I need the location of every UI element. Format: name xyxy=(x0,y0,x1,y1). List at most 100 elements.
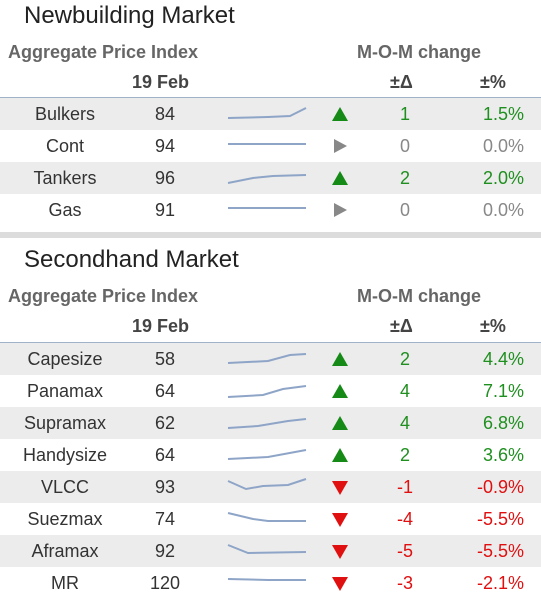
sparkline xyxy=(227,449,307,460)
vessel-name: VLCC xyxy=(40,477,89,497)
delta-value: -5 xyxy=(396,541,413,561)
index-value: 96 xyxy=(154,168,176,188)
table-row: Suezmax 74 -4 -5.5% xyxy=(0,503,541,535)
table-row: Handysize 64 2 3.6% xyxy=(0,439,541,471)
sparkline xyxy=(227,578,306,581)
index-value: 94 xyxy=(154,136,176,156)
row-graphics xyxy=(227,171,348,185)
pct-value: 4.4% xyxy=(482,349,524,369)
delta-value: -1 xyxy=(396,477,413,497)
row-graphics xyxy=(227,416,348,430)
row-graphics xyxy=(227,577,348,591)
vessel-name: MR xyxy=(51,573,79,593)
table-row: Tankers 96 2 2.0% xyxy=(0,162,541,194)
row-graphics xyxy=(227,107,348,121)
sparkline xyxy=(227,512,306,522)
header-rule xyxy=(0,97,541,98)
trend-arrow xyxy=(332,448,348,462)
vessel-name: Cont xyxy=(45,136,85,156)
header-rule xyxy=(0,342,541,343)
section-title: Newbuilding Market xyxy=(24,2,235,29)
trend-arrow xyxy=(332,171,348,185)
column-header: 19 Feb xyxy=(132,72,190,92)
index-value: 74 xyxy=(154,509,176,529)
index-value: 64 xyxy=(154,445,176,465)
sparkline xyxy=(227,174,307,184)
table-row: Supramax 62 4 6.8% xyxy=(0,407,541,439)
vessel-name: Bulkers xyxy=(34,104,96,124)
row-graphics xyxy=(227,384,348,398)
column-header: ±% xyxy=(480,72,506,92)
sparkline xyxy=(227,353,307,364)
trend-arrow xyxy=(332,107,348,121)
vessel-name: Aframax xyxy=(31,541,99,561)
vessel-name: Panamax xyxy=(26,381,104,401)
row-graphics xyxy=(227,478,348,495)
trend-arrow xyxy=(332,384,348,398)
index-value: 91 xyxy=(154,200,176,220)
table-row: Aframax 92 -5 -5.5% xyxy=(0,535,541,567)
index-value: 62 xyxy=(154,413,176,433)
index-value: 64 xyxy=(154,381,176,401)
trend-arrow xyxy=(332,352,348,366)
row-graphics xyxy=(227,512,348,527)
index-value: 92 xyxy=(154,541,176,561)
sparkline xyxy=(227,385,307,398)
trend-arrow xyxy=(332,416,348,430)
column-header: ±% xyxy=(480,316,506,336)
column-header: 19 Feb xyxy=(132,316,190,336)
pct-value: 0.0% xyxy=(482,200,524,220)
vessel-name: Suezmax xyxy=(27,509,103,529)
delta-value: 2 xyxy=(399,445,410,465)
row-graphics xyxy=(227,352,348,366)
index-value: 58 xyxy=(154,349,176,369)
sparkline xyxy=(227,107,307,119)
delta-value: 4 xyxy=(399,413,410,433)
vessel-name: Gas xyxy=(48,200,82,220)
index-value: 93 xyxy=(154,477,176,497)
delta-value: 4 xyxy=(399,381,410,401)
trend-arrow xyxy=(332,513,348,527)
column-header: Aggregate Price Index xyxy=(8,286,199,306)
pct-value: 2.0% xyxy=(482,168,524,188)
section-divider xyxy=(0,232,541,238)
column-header: ±Δ xyxy=(390,72,413,92)
pct-value: -2.1% xyxy=(476,573,524,593)
table-row: Gas 91 0 0.0% xyxy=(0,194,541,226)
delta-value: -3 xyxy=(396,573,413,593)
vessel-name: Tankers xyxy=(33,168,97,188)
pct-value: 6.8% xyxy=(482,413,524,433)
pct-value: 7.1% xyxy=(482,381,524,401)
trend-arrow xyxy=(334,139,347,153)
pct-value: -0.9% xyxy=(476,477,524,497)
pct-value: -5.5% xyxy=(476,541,524,561)
pct-value: 1.5% xyxy=(482,104,524,124)
table-row: Panamax 64 4 7.1% xyxy=(0,375,541,407)
table-row: MR 120 -3 -2.1% xyxy=(0,567,541,599)
sparkline xyxy=(227,478,307,491)
row-graphics xyxy=(227,448,348,462)
delta-value: 0 xyxy=(399,136,410,156)
table-row: Capesize 58 2 4.4% xyxy=(0,343,541,375)
row-graphics xyxy=(227,544,348,559)
sparkline xyxy=(227,418,307,429)
delta-value: 2 xyxy=(399,168,410,188)
table-row: VLCC 93 -1 -0.9% xyxy=(0,471,541,503)
trend-arrow xyxy=(332,545,348,559)
delta-value: 1 xyxy=(399,104,410,124)
column-header: M-O-M change xyxy=(357,42,481,62)
pct-value: -5.5% xyxy=(476,509,524,529)
delta-value: -4 xyxy=(396,509,413,529)
index-value: 84 xyxy=(154,104,176,124)
pct-value: 3.6% xyxy=(482,445,524,465)
trend-arrow xyxy=(332,577,348,591)
vessel-name: Handysize xyxy=(22,445,108,465)
vessel-name: Capesize xyxy=(27,349,103,369)
table-row: Cont 94 0 0.0% xyxy=(0,130,541,162)
column-header: Aggregate Price Index xyxy=(8,42,199,62)
pct-value: 0.0% xyxy=(482,136,524,156)
delta-value: 0 xyxy=(399,200,410,220)
index-value: 120 xyxy=(149,573,181,593)
vessel-name: Supramax xyxy=(23,413,107,433)
